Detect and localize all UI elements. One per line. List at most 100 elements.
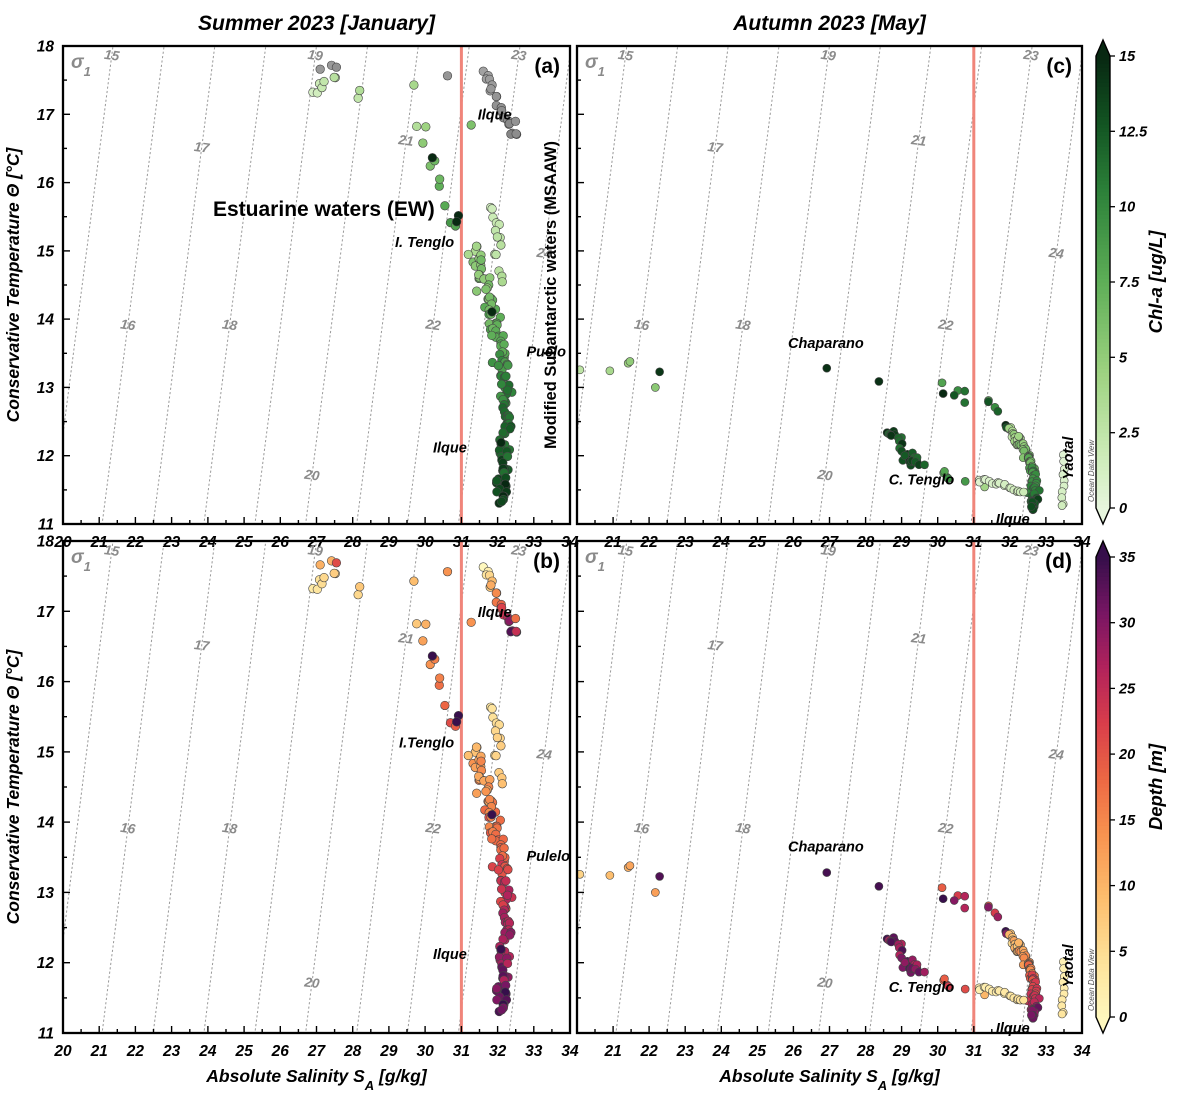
svg-text:I.Tenglo: I.Tenglo	[399, 736, 454, 752]
svg-text:21: 21	[397, 630, 415, 647]
svg-text:Chaparano: Chaparano	[788, 336, 864, 352]
svg-text:Conservative Temperature Θ [°C: Conservative Temperature Θ [°C]	[3, 146, 23, 422]
svg-text:Yaotal: Yaotal	[1061, 943, 1077, 987]
svg-text:22: 22	[126, 1043, 145, 1060]
svg-text:20: 20	[1118, 747, 1135, 763]
svg-text:Estuarine waters (EW): Estuarine waters (EW)	[213, 198, 435, 221]
svg-text:21: 21	[397, 132, 415, 149]
svg-text:13: 13	[37, 380, 55, 397]
svg-text:29: 29	[379, 534, 398, 551]
svg-text:31: 31	[453, 1043, 470, 1060]
svg-text:20: 20	[303, 974, 321, 991]
svg-text:21: 21	[909, 132, 927, 149]
svg-text:20: 20	[53, 1043, 72, 1060]
svg-text:18: 18	[735, 317, 752, 334]
svg-text:C. Tenglo: C. Tenglo	[889, 472, 955, 488]
svg-text:Ilque: Ilque	[478, 108, 512, 124]
svg-text:30: 30	[416, 1043, 434, 1060]
svg-text:34: 34	[561, 1043, 579, 1060]
svg-text:15: 15	[1119, 49, 1136, 65]
svg-text:21: 21	[90, 1043, 108, 1060]
svg-text:5: 5	[1119, 944, 1128, 960]
svg-text:29: 29	[379, 1043, 398, 1060]
svg-text:12: 12	[37, 448, 55, 465]
svg-text:26: 26	[784, 534, 803, 551]
svg-text:17: 17	[37, 107, 56, 124]
svg-text:12: 12	[37, 955, 55, 972]
svg-text:20: 20	[816, 974, 834, 991]
svg-text:26: 26	[271, 534, 290, 551]
svg-text:16: 16	[633, 317, 650, 334]
svg-text:30: 30	[929, 534, 947, 551]
svg-text:23: 23	[676, 534, 695, 551]
svg-text:28: 28	[343, 1043, 362, 1060]
svg-text:11: 11	[38, 517, 54, 534]
svg-text:16: 16	[119, 317, 136, 334]
svg-text:24: 24	[535, 746, 553, 763]
svg-text:23: 23	[1022, 47, 1040, 64]
svg-text:19: 19	[820, 47, 837, 64]
svg-text:32: 32	[1001, 534, 1019, 551]
svg-text:15: 15	[37, 243, 55, 260]
svg-text:30: 30	[1119, 616, 1135, 632]
svg-text:33: 33	[525, 1043, 543, 1060]
svg-text:30: 30	[416, 534, 434, 551]
svg-text:0: 0	[1119, 501, 1127, 517]
svg-text:(d): (d)	[1045, 550, 1072, 573]
svg-text:23: 23	[509, 47, 527, 64]
svg-text:28: 28	[856, 534, 875, 551]
svg-text:26: 26	[271, 1043, 290, 1060]
svg-text:27: 27	[307, 1043, 327, 1060]
svg-text:21: 21	[909, 630, 927, 647]
svg-text:24: 24	[712, 1043, 731, 1060]
svg-text:I. Tenglo: I. Tenglo	[395, 235, 454, 251]
svg-text:35: 35	[1119, 550, 1136, 566]
svg-text:32: 32	[489, 534, 507, 551]
svg-text:15: 15	[1119, 813, 1136, 829]
svg-text:24: 24	[198, 1043, 217, 1060]
svg-text:23: 23	[676, 1043, 695, 1060]
svg-text:24: 24	[1047, 245, 1065, 262]
svg-text:34: 34	[1073, 1043, 1091, 1060]
svg-text:16: 16	[37, 674, 55, 691]
svg-text:Ilque: Ilque	[433, 947, 467, 963]
svg-text:24: 24	[1047, 746, 1065, 763]
svg-text:Depth [m]: Depth [m]	[1145, 743, 1166, 830]
svg-text:20: 20	[303, 467, 321, 484]
svg-text:13: 13	[37, 885, 55, 902]
svg-text:28: 28	[343, 534, 362, 551]
svg-text:19: 19	[820, 542, 837, 559]
svg-text:31: 31	[965, 1043, 982, 1060]
svg-text:Ocean Data View: Ocean Data View	[1087, 439, 1096, 502]
svg-text:22: 22	[936, 820, 954, 837]
svg-text:29: 29	[892, 534, 911, 551]
svg-text:15: 15	[103, 542, 120, 559]
svg-text:Yaotal: Yaotal	[1061, 436, 1077, 480]
svg-text:27: 27	[820, 1043, 840, 1060]
svg-text:(b): (b)	[533, 550, 560, 573]
svg-text:17: 17	[37, 604, 56, 621]
svg-text:Ilque: Ilque	[478, 605, 512, 621]
svg-text:25: 25	[748, 1043, 767, 1060]
svg-text:7.5: 7.5	[1119, 275, 1140, 291]
svg-text:23: 23	[162, 534, 181, 551]
svg-text:Pulelo: Pulelo	[527, 849, 571, 865]
svg-text:0: 0	[1119, 1010, 1127, 1026]
svg-text:15: 15	[103, 47, 120, 64]
svg-text:33: 33	[1037, 1043, 1055, 1060]
svg-text:25: 25	[1118, 681, 1136, 697]
svg-text:11: 11	[38, 1026, 54, 1043]
svg-text:10: 10	[1119, 879, 1135, 895]
svg-text:22: 22	[639, 1043, 658, 1060]
svg-text:15: 15	[617, 542, 634, 559]
svg-text:32: 32	[489, 1043, 507, 1060]
svg-text:33: 33	[1037, 534, 1055, 551]
svg-text:Ilque: Ilque	[433, 440, 467, 456]
svg-text:2.5: 2.5	[1118, 426, 1140, 442]
svg-text:Chl-a [ug/L]: Chl-a [ug/L]	[1145, 230, 1166, 334]
svg-text:12.5: 12.5	[1119, 124, 1148, 140]
svg-text:Summer 2023 [January]: Summer 2023 [January]	[198, 12, 436, 35]
svg-text:21: 21	[603, 1043, 621, 1060]
svg-text:14: 14	[37, 312, 55, 329]
svg-text:23: 23	[1022, 542, 1040, 559]
